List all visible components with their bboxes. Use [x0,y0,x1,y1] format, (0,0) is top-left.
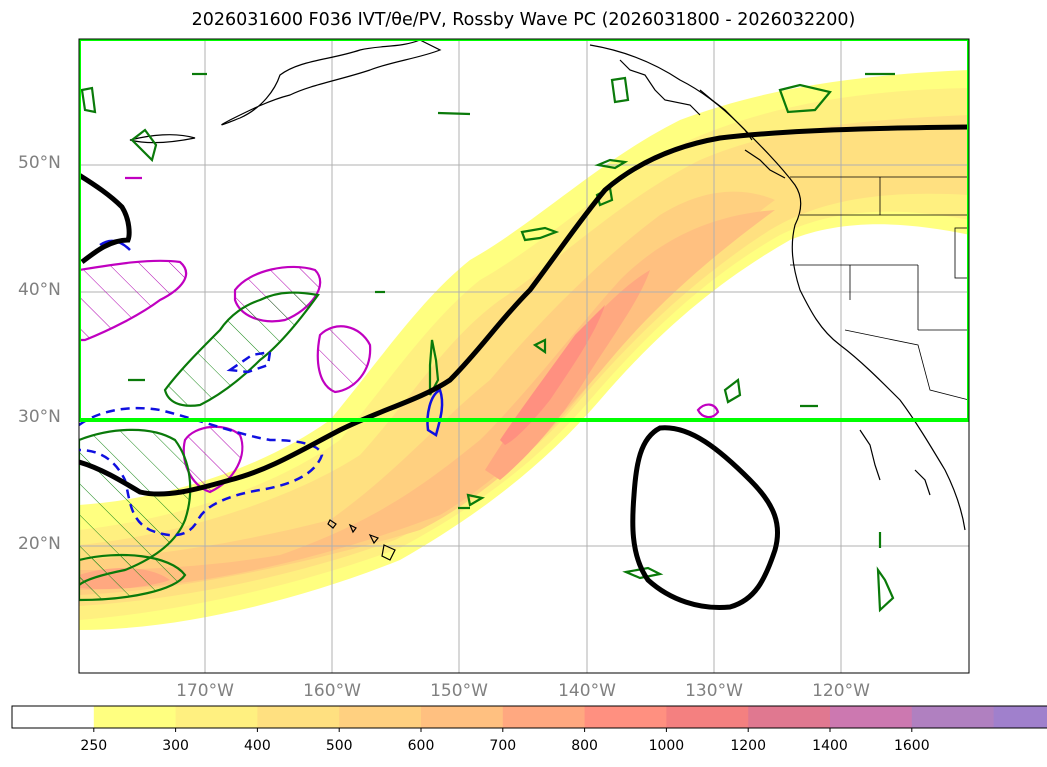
map-title: 2026031600 F036 IVT/θe/PV, Rossby Wave P… [191,10,856,30]
colorbar-tick-label: 250 [80,738,108,754]
colorbar-segment-under [12,706,94,728]
lat-label-30: 30°N [18,407,61,427]
highlight-box [79,39,969,422]
map-area [79,39,969,673]
ivt-band-800 [500,305,605,445]
colorbar-tick-label: 600 [407,738,435,754]
colorbar-segment [748,706,831,728]
colorbar-tick-label: 1000 [648,738,685,754]
lon-label-120w: 120°W [812,681,870,701]
lon-label-170w: 170°W [176,681,234,701]
colorbar-extend-arrow [993,706,1047,728]
colorbar-segment [666,706,749,728]
lon-label-130w: 130°W [685,681,743,701]
colorbar-tick-label: 1400 [812,738,848,754]
colorbar-tick-label: 800 [571,738,598,754]
colorbar-segment [257,706,340,728]
colorbar-segment [93,706,177,728]
colorbar-tick-label: 500 [325,738,353,754]
lon-label-140w: 140°W [558,681,616,701]
lon-label-150w: 150°W [430,681,488,701]
map-frame [78,38,970,674]
colorbar-outline [11,705,1047,729]
colorbar-tick-label: 1600 [893,738,930,754]
rossby-wave-contours [79,124,969,611]
colorbar [11,705,1047,732]
colorbar-segment [175,706,258,728]
colorbar-segment [584,706,667,728]
lat-label-20: 20°N [18,534,61,554]
colorbar-tick-label: 700 [489,738,517,754]
ivt-band-700 [485,270,650,480]
colorbar-segment [339,706,422,728]
lon-label-160w: 160°W [303,681,361,701]
colorbar-segment [502,706,586,728]
pv-contours [79,72,895,613]
ivt-band-600 [79,210,775,590]
boundaries [790,176,969,401]
colorbar-tick-label: 400 [244,738,271,754]
lat-label-40: 40°N [18,280,61,300]
colorbar-segment [421,706,504,728]
colorbar-segment [830,706,913,728]
colorbar-segment [911,706,995,728]
colorbar-tick-label: 1200 [730,738,767,754]
colorbar-tick-label: 300 [162,738,189,754]
lat-label-50: 50°N [18,153,61,173]
coastlines [129,39,966,561]
